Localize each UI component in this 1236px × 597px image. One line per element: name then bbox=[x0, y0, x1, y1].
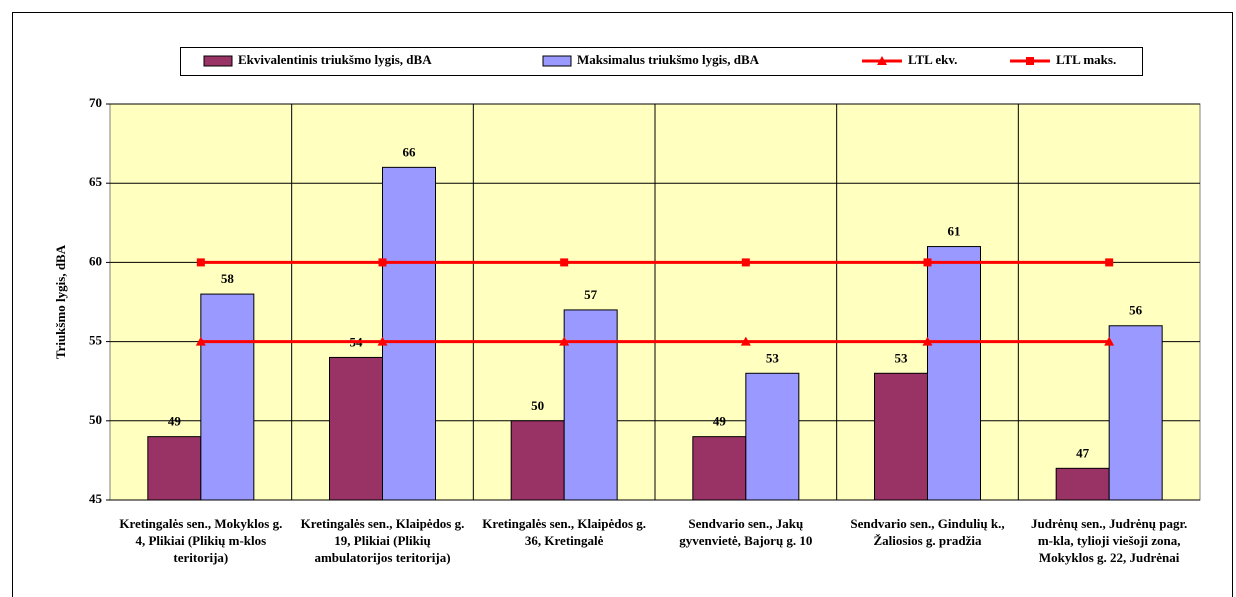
bar bbox=[927, 246, 981, 501]
data-label: 53 bbox=[895, 350, 909, 365]
legend-label: LTL ekv. bbox=[908, 52, 957, 67]
line-marker bbox=[196, 258, 205, 267]
line-marker bbox=[378, 258, 387, 267]
legend-label: LTL maks. bbox=[1056, 52, 1116, 67]
x-tick-label: Judrėnų sen., Judrėnų pagr. m-kla, tylio… bbox=[1031, 516, 1188, 565]
line-marker bbox=[740, 336, 751, 346]
bar bbox=[563, 309, 618, 501]
x-tick-label: Kretingalės sen., Mokyklos g. 4, Plikiai… bbox=[119, 516, 283, 565]
line-marker bbox=[1105, 258, 1114, 267]
line-marker bbox=[877, 56, 887, 65]
data-label: 49 bbox=[168, 414, 182, 429]
line-marker bbox=[559, 336, 570, 346]
bar bbox=[692, 436, 747, 501]
y-tick-label: 60 bbox=[89, 253, 102, 268]
line-marker bbox=[195, 336, 206, 346]
bar bbox=[382, 166, 436, 501]
y-axis-label: Triukšmo lygis, dBA bbox=[53, 244, 68, 359]
y-tick-label: 65 bbox=[89, 174, 103, 189]
x-tick-label: Sendvario sen., Jakų gyvenvietė, Bajorų … bbox=[679, 516, 813, 548]
data-label: 57 bbox=[584, 287, 598, 302]
bar bbox=[200, 293, 255, 501]
legend-label: Ekvivalentinis triukšmo lygis, dBA bbox=[238, 52, 432, 67]
legend-label: Maksimalus triukšmo lygis, dBA bbox=[577, 52, 760, 67]
bar bbox=[745, 372, 800, 501]
data-label: 47 bbox=[1076, 445, 1090, 460]
data-label: 50 bbox=[531, 398, 544, 413]
data-label: 61 bbox=[948, 224, 961, 239]
bar bbox=[874, 372, 928, 501]
x-tick-label: Kretingalės sen., Klaipėdos g. 19, Pliki… bbox=[300, 516, 465, 565]
data-label: 56 bbox=[1129, 303, 1143, 318]
y-tick-label: 45 bbox=[89, 491, 103, 506]
line-marker bbox=[741, 258, 750, 267]
legend-swatch bbox=[203, 55, 233, 67]
line-marker bbox=[377, 336, 388, 346]
y-tick-label: 50 bbox=[89, 412, 102, 427]
bar bbox=[1108, 325, 1163, 501]
data-label: 53 bbox=[766, 350, 780, 365]
bar bbox=[147, 436, 202, 501]
data-label: 58 bbox=[221, 271, 235, 286]
line-marker bbox=[922, 336, 933, 346]
line-marker bbox=[1026, 57, 1034, 65]
bar bbox=[1055, 467, 1110, 501]
line-marker bbox=[560, 258, 569, 267]
x-tick-label: Kretingalės sen., Klaipėdos g. 36, Kreti… bbox=[482, 516, 647, 548]
x-tick-label: Sendvario sen., Gindulių k., Žaliosios g… bbox=[850, 516, 1005, 548]
data-label: 49 bbox=[713, 414, 727, 429]
bar bbox=[510, 420, 565, 501]
bar bbox=[329, 356, 383, 501]
data-label: 66 bbox=[403, 144, 417, 159]
line-marker bbox=[1104, 336, 1115, 346]
line-marker bbox=[923, 258, 932, 267]
y-tick-label: 70 bbox=[89, 95, 102, 110]
y-tick-label: 55 bbox=[89, 333, 103, 348]
legend-swatch bbox=[542, 55, 572, 67]
legend-box bbox=[180, 47, 1143, 76]
